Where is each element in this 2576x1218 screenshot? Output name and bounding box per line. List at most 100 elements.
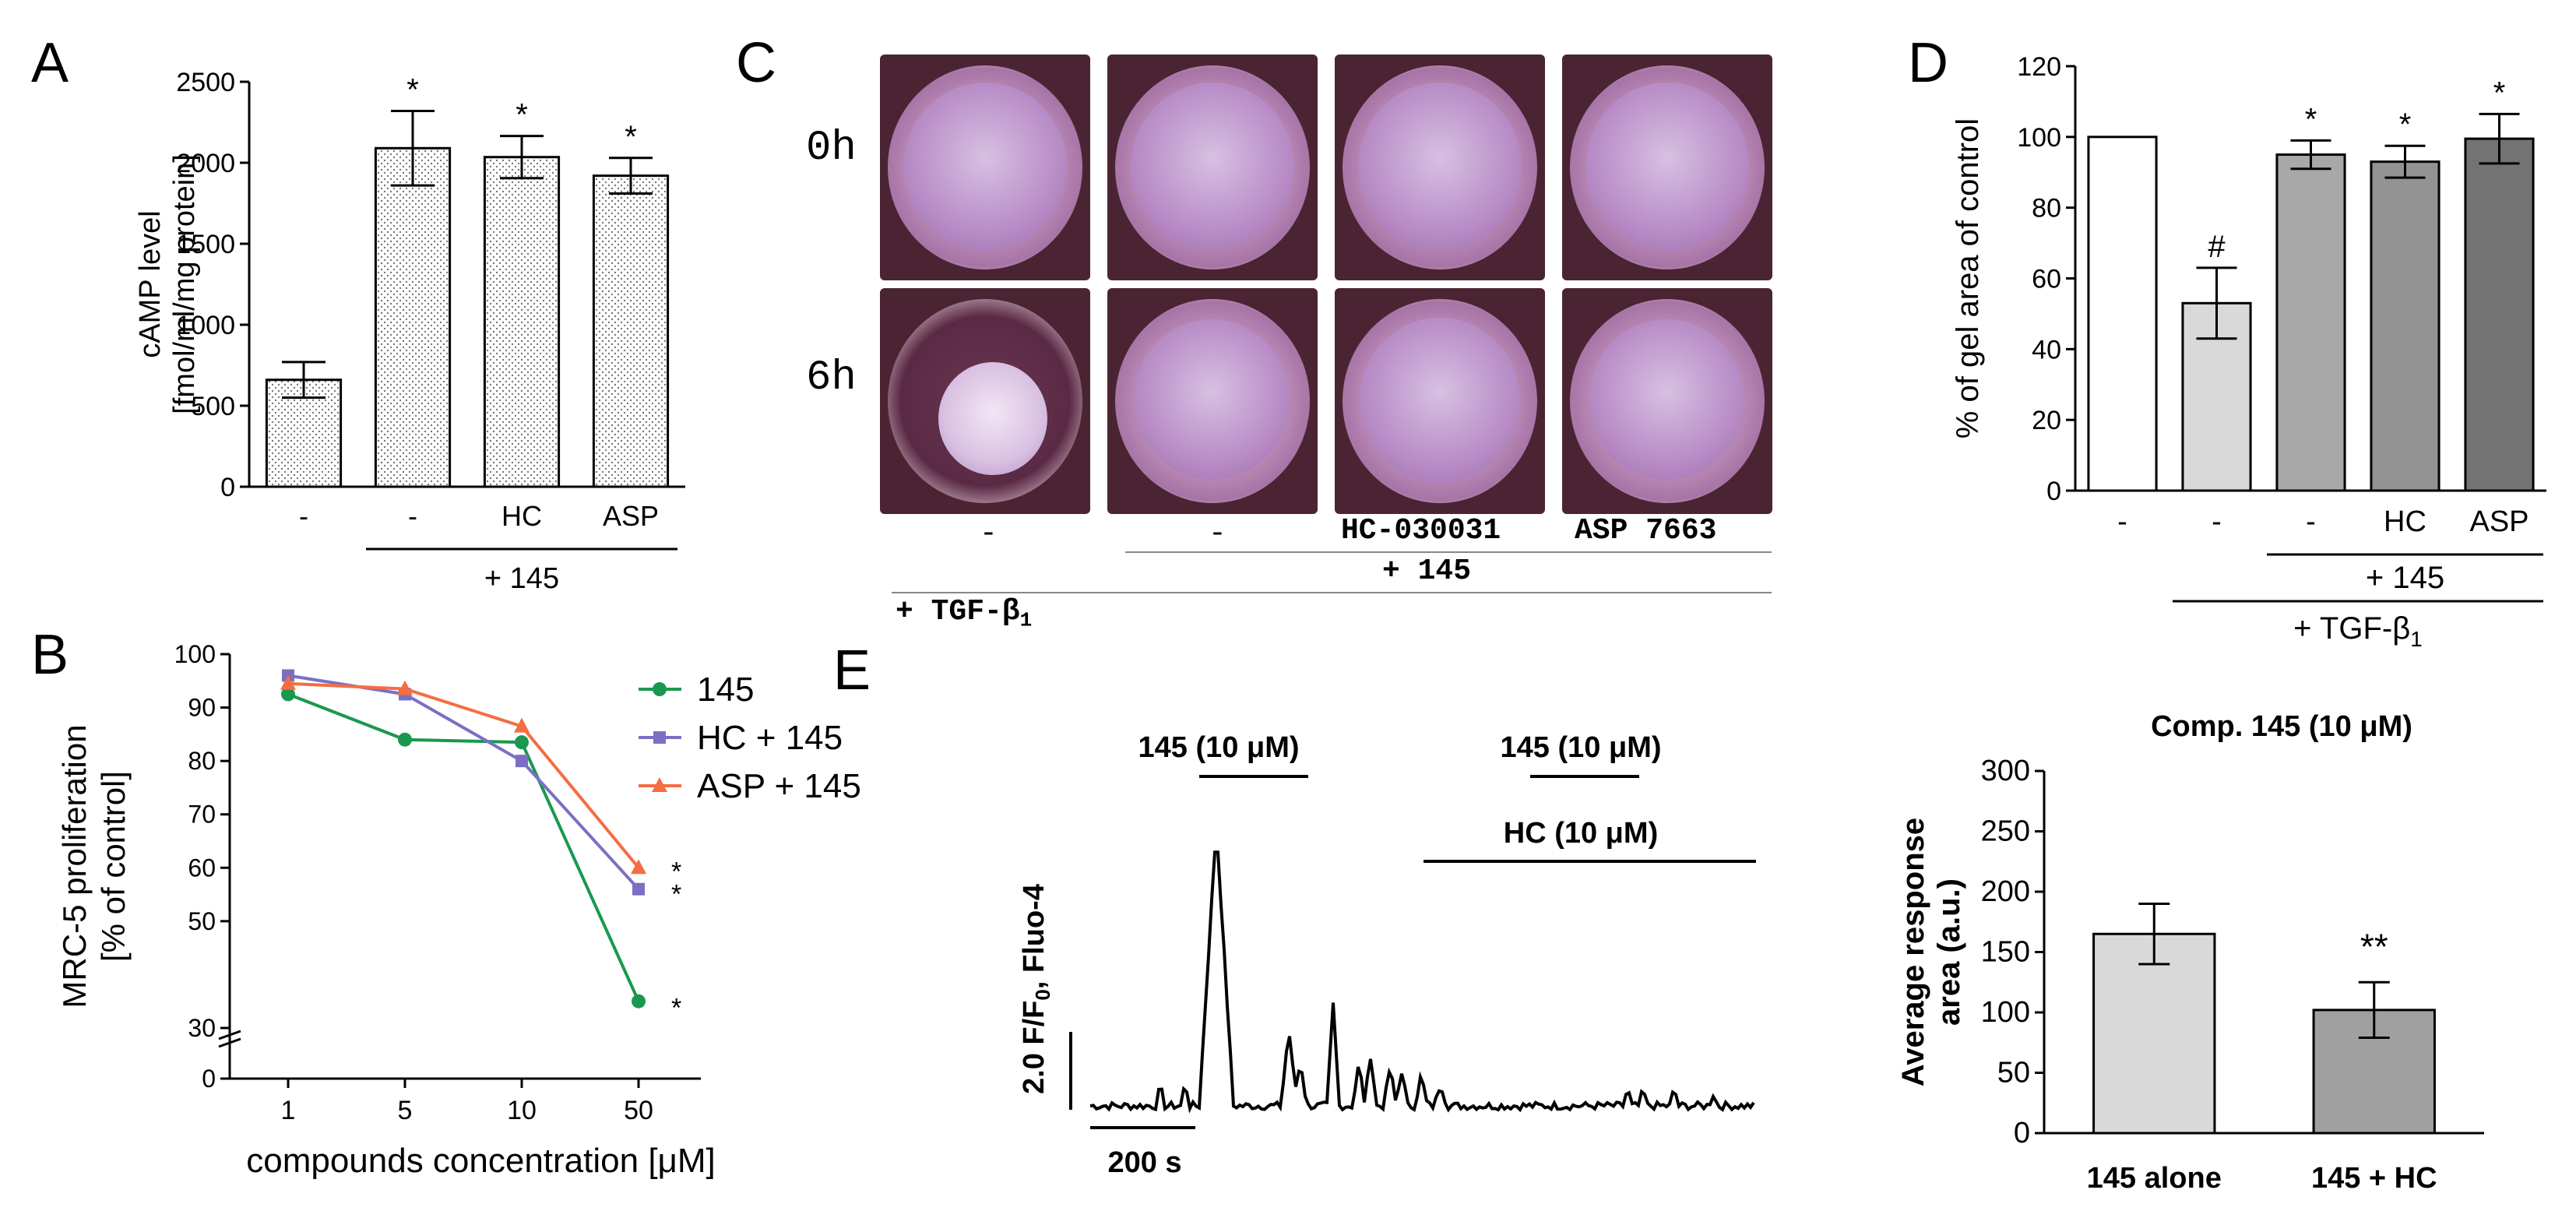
chart-b-legend-label: HC + 145	[697, 719, 843, 757]
trace-scale-y-sub: 0	[1031, 989, 1054, 1000]
row-label-6h: 6h	[806, 354, 857, 402]
chart-a-y-tick-label: 0	[220, 473, 235, 502]
chart-e-y-tick-label: 250	[1981, 815, 2030, 848]
chart-d-group-label-tgf-main: + TGF-β	[2293, 611, 2410, 646]
chart-b-y-tick-label: 60	[188, 854, 216, 882]
chart-e-bar	[2092, 932, 2216, 1135]
chart-d-category-label: -	[2212, 505, 2222, 538]
chart-b-y-tick-label: 70	[188, 801, 216, 829]
chart-e-title: Comp. 145 (10 μM)	[2151, 710, 2412, 743]
chart-e-y-tick-label: 200	[1981, 875, 2030, 908]
chart-d-significance-mark: *	[2493, 76, 2506, 110]
chart-b-x-tick-label: 10	[507, 1096, 537, 1125]
chart-d-group-label-145: + 145	[2366, 561, 2444, 595]
chart-b-x-tick-label: 1	[281, 1096, 296, 1125]
well-photo-6h-hc	[1335, 288, 1545, 514]
chart-b-legend-label: 145	[697, 671, 754, 709]
chart-d-significance-mark: *	[2305, 102, 2317, 136]
chart-b-x-label: compounds concentration [μM]	[246, 1142, 716, 1180]
chart-b-point	[516, 755, 528, 768]
chart-b-y-tick-label: 100	[174, 640, 216, 668]
chart-a-y-tick-label: 500	[191, 392, 235, 421]
chart-a-bar	[374, 146, 452, 488]
chart-b-significance-mark: *	[671, 857, 681, 886]
photo-col-label-1: -	[980, 517, 998, 551]
photo-group-label-tgf: + TGF-β1	[896, 595, 1033, 632]
chart-b-point	[397, 680, 413, 695]
chart-b-y-label: MRC-5 proliferation	[56, 724, 93, 1008]
chart-e-category-label: 145 alone	[2087, 1162, 2222, 1195]
panel-letter-b: B	[31, 624, 69, 686]
chart-b-y-tick-label: 30	[188, 1014, 216, 1042]
chart-a-y-label: cAMP level	[134, 210, 167, 357]
chart-d-group-label-tgf-sub: 1	[2410, 627, 2423, 651]
chart-b-axis-break	[218, 1037, 241, 1048]
chart-b-point	[631, 859, 646, 875]
chart-a-significance-mark: *	[406, 72, 419, 107]
chart-b-point	[398, 732, 412, 747]
chart-d-bar	[2370, 160, 2441, 492]
trace-scale-y-suffix: , Fluo-4	[1018, 884, 1050, 989]
trace-label-145b: 145 (10 μM)	[1501, 731, 1662, 764]
chart-a-y-tick-label: 2500	[176, 68, 235, 97]
chart-d-y-tick-label: 120	[2017, 52, 2061, 82]
chart-e-category-label: 145 + HC	[2311, 1162, 2437, 1195]
chart-b-point	[632, 882, 645, 896]
chart-d-bar	[2275, 153, 2346, 492]
chart-e-y-tick-label: 100	[1981, 996, 2030, 1029]
chart-b-significance-mark: *	[671, 880, 681, 910]
chart-d-y-tick-label: 40	[2032, 335, 2061, 364]
well-photo-0h-145	[1107, 55, 1318, 280]
chart-b-axis-break	[218, 1030, 241, 1040]
chart-d-bar	[2087, 136, 2158, 492]
trace-scale-y-label: 2.0 F/F0, Fluo-4	[1018, 884, 1054, 1094]
photo-col-label-4: ASP 7663	[1575, 514, 1717, 547]
chart-a-group-label: + 145	[484, 562, 559, 595]
chart-b-y-tick-label: 90	[188, 694, 216, 722]
chart-b-point	[514, 717, 530, 733]
chart-e-y-tick-label: 150	[1981, 936, 2030, 969]
chart-a-category-label: -	[408, 500, 417, 532]
photo-group-line-tgf	[892, 592, 1772, 593]
chart-b-legend-label: ASP + 145	[697, 767, 861, 805]
well-photo-6h-control	[880, 288, 1090, 514]
chart-b-significance-mark: *	[671, 994, 681, 1023]
well-photo-0h-hc	[1335, 55, 1545, 280]
chart-b-point	[515, 735, 529, 750]
chart-b-x-tick-label: 50	[624, 1096, 653, 1125]
chart-b-y-label-2: [% of control]	[95, 771, 132, 962]
chart-a-bar	[483, 156, 561, 488]
trace-label-hc: HC (10 μM)	[1504, 817, 1658, 850]
well-photo-6h-asp	[1562, 288, 1772, 514]
well-photo-6h-145	[1107, 288, 1318, 514]
well-photo-0h-control	[880, 55, 1090, 280]
chart-d-category-label: -	[2306, 505, 2316, 538]
panel-letter-d: D	[1908, 32, 1948, 94]
chart-b-legend-marker	[652, 777, 667, 792]
chart-e-y-tick-label: 50	[1997, 1057, 2030, 1090]
trace-scale-x-label: 200 s	[1107, 1146, 1181, 1179]
photo-col-label-3: HC-030031	[1341, 514, 1501, 547]
chart-a-significance-mark: *	[516, 98, 528, 132]
panel-letter-c: C	[736, 32, 776, 94]
chart-d-y-tick-label: 100	[2017, 123, 2061, 153]
chart-d-bar	[2464, 137, 2535, 492]
well-photo-0h-asp	[1562, 55, 1772, 280]
chart-e-y-tick-label: 0	[2014, 1117, 2030, 1149]
chart-b-y-tick-label: 80	[188, 747, 216, 775]
chart-d-y-label: % of gel area of control	[1951, 118, 1985, 438]
chart-d-category-label: ASP	[2469, 505, 2528, 538]
chart-d-y-tick-label: 0	[2046, 477, 2061, 506]
calcium-trace-line	[1089, 850, 1755, 1114]
panel-letter-e: E	[833, 639, 871, 702]
chart-a-significance-mark: *	[625, 120, 637, 154]
chart-b-x-tick-label: 5	[398, 1096, 413, 1125]
chart-a-category-label: ASP	[603, 500, 659, 532]
chart-b-legend-marker	[653, 682, 667, 696]
chart-b-point	[281, 687, 295, 702]
chart-b-point	[632, 994, 646, 1009]
